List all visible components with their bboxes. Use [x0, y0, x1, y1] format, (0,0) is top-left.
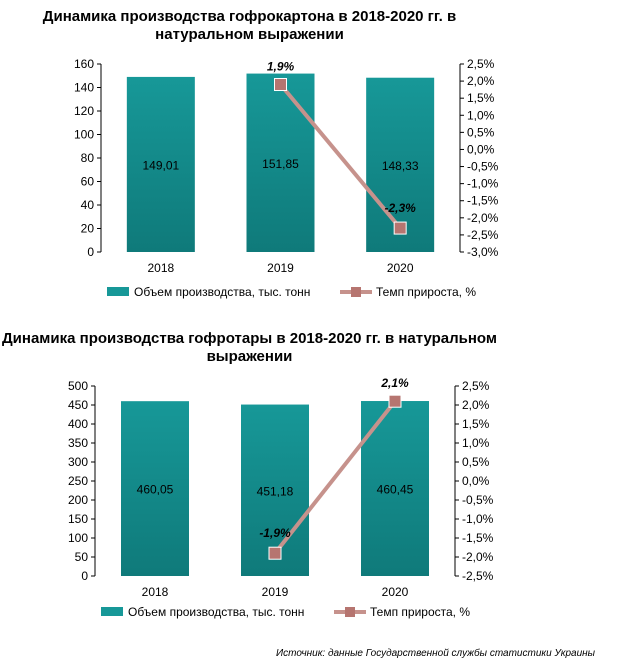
- bar-data-label: 460,45: [377, 483, 414, 497]
- chart-title: Динамика производства гофротары в 2018-2…: [1, 330, 497, 365]
- y-tick-label-right: -1,5%: [467, 194, 499, 208]
- growth-data-label: 2,1%: [380, 376, 409, 390]
- x-tick-label: 2018: [142, 585, 169, 599]
- y-tick-label-right: 1,0%: [467, 108, 495, 122]
- legend-line-label: Темп прироста, %: [370, 605, 470, 619]
- y-tick-label-right: -0,5%: [467, 160, 499, 174]
- growth-line: [273, 399, 397, 555]
- y-tick-label-right: 1,0%: [462, 436, 490, 450]
- bar-data-label: 149,01: [142, 158, 179, 172]
- y-tick-label-right: -1,0%: [467, 177, 499, 191]
- y-tick-label-right: 0,5%: [462, 455, 490, 469]
- y-tick-label-left: 350: [68, 436, 88, 450]
- y-tick-label-left: 160: [74, 57, 94, 71]
- legend-bar-label: Объем производства, тыс. тонн: [128, 605, 304, 619]
- legend-bar-swatch: [101, 607, 123, 616]
- x-tick-label: 2019: [262, 585, 289, 599]
- legend-line-marker: [345, 607, 355, 617]
- legend-bar-label: Объем производства, тыс. тонн: [134, 285, 310, 299]
- bar-data-label: 151,85: [262, 157, 299, 171]
- growth-data-label: -1,9%: [259, 526, 291, 540]
- y-tick-label-right: 1,5%: [467, 91, 495, 105]
- y-tick-label-right: 0,0%: [467, 142, 495, 156]
- growth-data-label: -2,3%: [384, 201, 416, 215]
- y-tick-label-right: -2,5%: [467, 228, 499, 242]
- y-tick-label-right: -2,0%: [467, 211, 499, 225]
- legend-line-label: Темп прироста, %: [376, 285, 476, 299]
- y-tick-label-right: 2,0%: [467, 74, 495, 88]
- bar-data-label: 460,05: [137, 483, 174, 497]
- y-tick-label-left: 0: [81, 569, 88, 583]
- y-tick-label-right: 2,5%: [467, 57, 495, 71]
- y-tick-label-left: 450: [68, 398, 88, 412]
- y-tick-label-left: 140: [74, 81, 94, 95]
- x-tick-label: 2020: [387, 261, 414, 275]
- y-tick-label-left: 200: [68, 493, 88, 507]
- chart-1-plot: 0 20 40 60 80 100 120 140 160 2,5% 2,0% 1,5% 1,0% 0,5…: [74, 57, 499, 299]
- y-tick-label-right: -0,5%: [462, 493, 494, 507]
- chart-2-plot: 0 50 100 150 200 250 300 350 400 450 500 2,5% 2,0% 1,…: [68, 376, 494, 619]
- y-tick-label-left: 60: [81, 175, 95, 189]
- x-tick-label: 2020: [382, 585, 409, 599]
- chart-1: Динамика производства гофрокартона в 201…: [0, 0, 619, 320]
- y-tick-label-right: 0,5%: [467, 125, 495, 139]
- y-tick-label-left: 150: [68, 512, 88, 526]
- bar: [246, 73, 315, 252]
- bar: [126, 76, 195, 252]
- y-tick-label-right: -2,0%: [462, 550, 494, 564]
- growth-marker: [393, 221, 407, 235]
- chart-2: Динамика производства гофротары в 2018-2…: [0, 320, 619, 665]
- y-tick-label-left: 250: [68, 474, 88, 488]
- y-tick-label-left: 40: [81, 198, 95, 212]
- x-tick-label: 2018: [147, 261, 174, 275]
- legend-line-marker: [351, 287, 361, 297]
- y-tick-label-right: 0,0%: [462, 474, 490, 488]
- bar-data-label: 148,33: [382, 159, 419, 173]
- legend-bar-swatch: [107, 287, 129, 296]
- y-tick-label-right: 2,0%: [462, 398, 490, 412]
- growth-data-label: 1,9%: [267, 60, 295, 74]
- y-tick-label-left: 500: [68, 379, 88, 393]
- y-tick-label-left: 0: [87, 245, 94, 259]
- y-tick-label-left: 100: [68, 531, 88, 545]
- growth-marker: [274, 78, 287, 92]
- y-tick-label-right: 2,5%: [462, 379, 490, 393]
- y-tick-label-right: -2,5%: [462, 569, 494, 583]
- y-tick-label-left: 80: [81, 151, 95, 165]
- y-tick-label-right: -1,5%: [462, 531, 494, 545]
- y-tick-label-right: -1,0%: [462, 512, 494, 526]
- x-tick-label: 2019: [267, 261, 294, 275]
- y-tick-label-right: 1,5%: [462, 417, 490, 431]
- growth-line: [278, 83, 402, 230]
- y-tick-label-right: -3,0%: [467, 245, 499, 259]
- y-tick-label-left: 400: [68, 417, 88, 431]
- bar-data-label: 451,18: [257, 484, 294, 498]
- y-tick-label-left: 20: [81, 222, 95, 236]
- growth-marker: [268, 546, 282, 560]
- source-note: Источник: данные Государственной службы …: [275, 648, 595, 659]
- growth-marker: [388, 394, 402, 408]
- y-tick-label-left: 100: [74, 128, 94, 142]
- y-tick-label-left: 300: [68, 455, 88, 469]
- y-tick-label-left: 120: [74, 104, 94, 118]
- y-tick-label-left: 50: [75, 550, 89, 564]
- chart-title: Динамика производства гофрокартона в 201…: [42, 8, 457, 43]
- bar: [121, 401, 189, 576]
